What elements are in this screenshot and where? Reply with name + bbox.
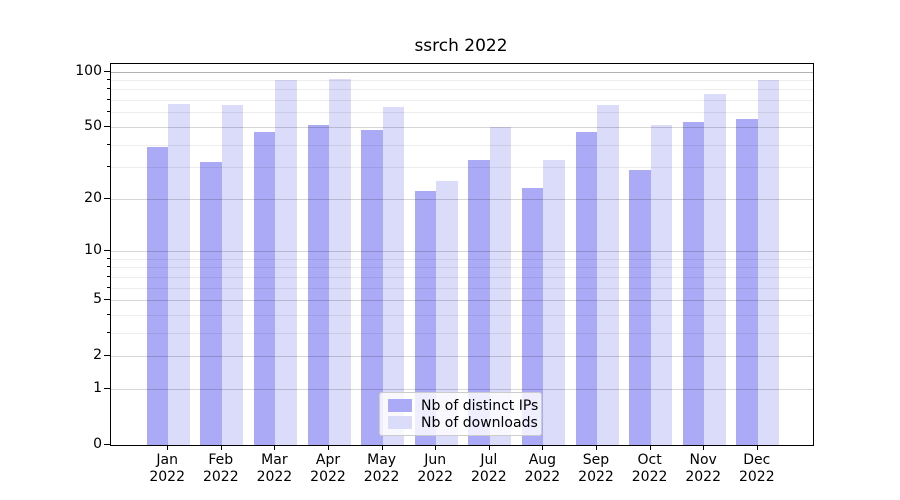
bar-distinct-ips-nov — [682, 122, 705, 445]
minor-gridline — [111, 100, 813, 102]
major-gridline — [111, 388, 813, 390]
x-tick-year: 2022 — [578, 469, 614, 485]
minor-gridline — [111, 267, 813, 269]
bar-downloads-feb — [221, 104, 244, 445]
major-gridline — [111, 356, 813, 358]
minor-gridline — [111, 167, 813, 169]
x-tick-year: 2022 — [685, 469, 721, 485]
x-tick-month: Oct — [637, 452, 662, 468]
minor-gridline — [111, 332, 813, 334]
x-tick-label: Apr 2022 — [300, 452, 356, 486]
x-tick-year: 2022 — [202, 469, 239, 485]
bars-layer — [111, 64, 813, 445]
x-tick-month: Jun — [424, 452, 447, 468]
bar-distinct-ips-apr — [307, 125, 329, 445]
x-tick-year: 2022 — [256, 469, 293, 485]
chart-title: ssrch 2022 — [414, 36, 508, 56]
bar-distinct-ips-feb — [200, 162, 222, 445]
x-tick-month: Sep — [582, 452, 610, 468]
legend-label-distinct-ips: Nb of distinct IPs — [421, 397, 539, 414]
x-tick-year: 2022 — [631, 469, 668, 485]
major-gridline — [111, 198, 813, 200]
legend-item-downloads: Nb of downloads — [388, 415, 538, 431]
y-tick-label: 1 — [93, 379, 102, 396]
x-tick-label: Sep 2022 — [568, 452, 624, 486]
minor-gridline — [111, 276, 813, 278]
legend-label-downloads: Nb of downloads — [421, 414, 538, 431]
legend-swatch-downloads — [388, 416, 412, 429]
y-tick-label: 0 — [93, 436, 102, 452]
major-gridline — [111, 71, 813, 73]
x-tick-label: Dec 2022 — [729, 452, 785, 486]
x-tick-year: 2022 — [310, 469, 346, 485]
x-tick-year: 2022 — [149, 469, 185, 485]
x-tick-label: Feb 2022 — [193, 452, 249, 486]
bar-downloads-apr — [329, 79, 351, 445]
x-tick-year: 2022 — [417, 469, 453, 485]
y-tick-label: 20 — [84, 189, 102, 206]
minor-gridline — [111, 89, 813, 91]
x-tick-label: Jul 2022 — [461, 452, 517, 486]
x-tick-month: Dec — [743, 452, 771, 468]
x-tick-month: Jul — [480, 452, 498, 468]
bar-distinct-ips-dec — [736, 119, 758, 445]
minor-gridline — [111, 144, 813, 146]
x-tick-month: Mar — [261, 452, 288, 468]
x-tick-month: May — [367, 452, 397, 468]
legend: Nb of distinct IPs Nb of downloads — [379, 392, 542, 436]
major-gridline — [111, 300, 813, 302]
bar-distinct-ips-jan — [146, 146, 169, 445]
bar-downloads-mar — [275, 80, 297, 445]
x-tick-label: Jun 2022 — [407, 452, 463, 486]
bar-downloads-oct — [650, 125, 673, 445]
bar-downloads-dec — [757, 80, 780, 445]
minor-gridline — [111, 112, 813, 114]
minor-gridline — [111, 80, 813, 82]
x-tick-month: Nov — [689, 452, 717, 468]
minor-gridline — [111, 258, 813, 260]
y-tick-label: 5 — [93, 291, 102, 308]
minor-gridline — [111, 314, 813, 316]
bar-downloads-sep — [597, 104, 619, 445]
x-tick-year: 2022 — [524, 469, 561, 485]
y-tick-label: 10 — [84, 242, 102, 258]
legend-item-distinct-ips: Nb of distinct IPs — [388, 398, 538, 414]
bar-downloads-jan — [168, 103, 190, 445]
x-tick-label: May 2022 — [354, 452, 410, 486]
major-gridline — [111, 251, 813, 252]
plot-area — [110, 63, 814, 446]
x-tick-label: Aug 2022 — [514, 452, 570, 486]
x-tick-label: Mar 2022 — [246, 452, 302, 486]
bar-distinct-ips-sep — [575, 131, 597, 445]
x-tick-label: Jan 2022 — [139, 452, 195, 486]
bar-downloads-aug — [543, 159, 565, 445]
y-tick-label: 2 — [93, 347, 102, 364]
bar-distinct-ips-oct — [629, 169, 651, 445]
legend-swatch-distinct-ips — [388, 399, 412, 412]
x-tick-month: Apr — [315, 452, 341, 468]
major-gridline — [111, 126, 813, 128]
y-tick-label: 50 — [84, 117, 102, 134]
y-tick-label: 100 — [75, 62, 102, 79]
x-tick-year: 2022 — [738, 469, 775, 485]
x-tick-label: Nov 2022 — [675, 452, 731, 486]
bar-downloads-nov — [704, 93, 726, 445]
x-tick-year: 2022 — [363, 469, 400, 485]
x-tick-year: 2022 — [470, 469, 507, 485]
grid-layer — [111, 64, 813, 445]
bar-distinct-ips-mar — [253, 131, 276, 445]
x-tick-month: Feb — [208, 452, 234, 468]
x-tick-month: Aug — [528, 452, 557, 468]
x-tick-month: Jan — [156, 452, 178, 468]
x-tick-label: Oct 2022 — [622, 452, 678, 486]
minor-gridline — [111, 287, 813, 289]
